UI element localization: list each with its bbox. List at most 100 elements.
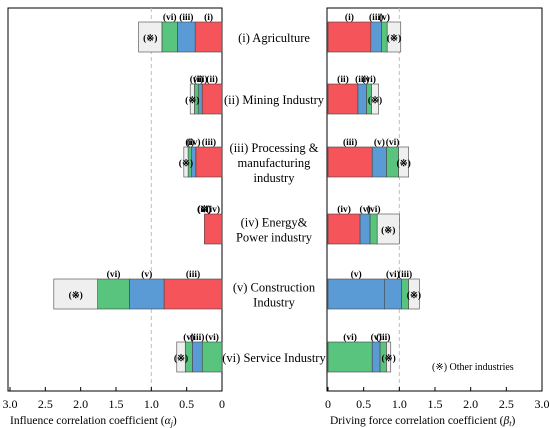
left-bar-row5-seg2 [129,278,165,310]
right-plot-frame [326,7,543,392]
industry-labels: (i) Agriculture (ii) Mining Industry (iii)… [222,31,326,365]
right-seg-label-row2-3: (vi) [362,74,376,85]
left-seg-label-row5-2: (v) [141,269,152,280]
left-panel-influence: (i)(iii)(vi)(※)(ii)(iii)(vi)(※)(iii)(iv)… [3,7,225,428]
right-tick-label-6: 2.5 [499,397,514,411]
right-tick-label-4: 1.5 [428,397,443,411]
left-bar-row3-seg4 [183,146,189,178]
left-seg-label-row2-1: (ii) [206,74,218,85]
right-bar-row1-seg4 [386,21,402,53]
left-seg-label-row2-3: (vi) [190,74,204,85]
left-seg-label-row6-4: (※) [174,353,188,364]
left-seg-label-row4-2: (iii) [197,204,211,215]
left-seg-label-row6-3: (v) [183,332,194,343]
right-bar-row2-seg4 [371,83,379,115]
right-tick-label-7: 3.0 [535,397,550,411]
right-tick-label-1: 0 [325,397,331,411]
right-seg-label-row4-3: (vi) [367,204,381,215]
right-seg-label-row3-1: (iii) [343,137,357,148]
left-seg-label-row1-2: (iii) [179,12,193,23]
right-bar-row2-seg2 [357,83,367,115]
left-tick-label-6: 0.5 [179,397,194,411]
left-bar-row2-seg1 [201,83,223,115]
left-seg-label-row4-4: (※) [197,204,211,215]
left-seg-label-row4-3: (vi) [197,204,211,215]
right-tick-label-5: 2.0 [463,397,478,411]
right-tick-label-3: 1.0 [392,397,407,411]
left-bar-row1-seg3 [161,21,178,53]
right-seg-label-row6-3: (iii) [376,332,390,343]
right-bar-row4-seg1 [327,213,361,245]
right-bar-row6-seg2 [371,341,381,373]
right-seg-label-row6-2: (v) [371,332,382,343]
right-bar-row5-seg2 [384,278,402,310]
left-bar-row6-seg2 [192,341,203,373]
right-seg-label-row6-4: (※) [381,353,395,364]
left-seg-label-row1-4: (※) [143,33,157,44]
right-seg-label-row1-1: (i) [345,12,354,23]
left-bar-row1-seg2 [177,21,196,53]
left-bar-row6-seg4 [176,341,186,373]
industry-label-3-line-2: manufacturing [238,156,312,170]
right-bar-row3-seg4 [398,146,409,178]
right-legend-text: (※) Other industries [432,362,514,373]
right-seg-label-row5-2: (vi) [386,269,400,280]
right-seg-label-row1-2: (iii) [369,12,383,23]
right-bar-row1-seg1 [327,21,372,53]
right-seg-label-row2-4: (※) [368,95,382,106]
left-seg-label-row3-1: (iii) [202,137,216,148]
right-seg-label-row2-2: (iii) [355,74,369,85]
right-tick-label-2: 0.5 [356,397,371,411]
right-seg-label-row3-4: (※) [396,158,410,169]
left-bar-row5-seg1 [163,278,223,310]
right-seg-label-row5-1: (v) [351,269,362,280]
right-seg-label-row6-1: (vi) [343,332,357,343]
left-bar-row5-seg3 [97,278,130,310]
industry-label-1-line-1: (i) Agriculture [238,31,310,45]
right-bar-row6-seg4 [386,341,392,373]
left-seg-label-row5-3: (vi) [107,269,121,280]
right-bar-row4-seg4 [376,213,400,245]
right-seg-label-row4-4: (※) [381,225,395,236]
industry-label-4-line-1: (iv) Energy& [241,216,308,230]
right-axis-label: Driving force correlation coefficient (β… [330,415,515,428]
industry-label-3-line-1: (iii) Processing & [230,141,319,155]
right-seg-label-row5-3: (iii) [398,269,412,280]
left-bar-row3-seg1 [195,146,223,178]
left-seg-label-row5-4: (※) [69,290,83,301]
right-panel-driving: (i) (iii)(v)(※)(ii) (iii)(vi)(※)(iii) (v) (v… [325,7,550,428]
industry-label-5-line-1: (v) Construction [233,281,316,295]
right-seg-label-row3-3: (vi) [386,137,400,148]
left-bar-row5-seg4 [53,278,98,310]
left-seg-label-row4-1: (iv) [206,204,220,215]
right-seg-label-row2-1: (ii) [337,74,349,85]
left-tick-label-5: 1.0 [144,397,159,411]
right-bar-row1-seg2 [370,21,382,53]
left-bar-row4-seg1 [204,213,223,245]
right-bar-row6-seg1 [327,341,373,373]
industry-label-6-line-1: (vi) Service Industry [222,351,326,365]
left-seg-label-row1-3: (vi) [163,12,177,23]
industry-label-5-line-2: Industry [253,296,295,310]
left-bar-row6-seg1 [201,341,223,373]
right-bar-row2-seg1 [327,83,359,115]
left-seg-label-row1-1: (i) [204,12,213,23]
industry-label-2-line-1: (ii) Mining Industry [224,93,325,107]
right-seg-label-row1-4: (※) [387,33,401,44]
industry-label-4-line-2: Power industry [236,231,313,245]
left-tick-label-7: 0 [219,397,225,411]
left-seg-label-row2-4: (※) [185,95,199,106]
industry-label-3-line-3: industry [254,171,296,185]
right-bar-row4-seg3 [369,213,378,245]
left-seg-label-row5-1: (iii) [186,269,200,280]
left-seg-label-row2-2: (iii) [193,74,207,85]
right-bar-row3-seg1 [327,146,373,178]
right-bar-row5-seg1 [327,278,385,310]
right-bar-row4-seg2 [359,213,371,245]
left-bar-row1-seg4 [138,21,163,53]
left-seg-label-row6-1: (vi) [205,332,219,343]
left-bar-row1-seg1 [194,21,223,53]
left-axis-label: Influence correlation coefficient (αj) [10,415,177,428]
left-tick-label-2: 2.5 [38,397,53,411]
